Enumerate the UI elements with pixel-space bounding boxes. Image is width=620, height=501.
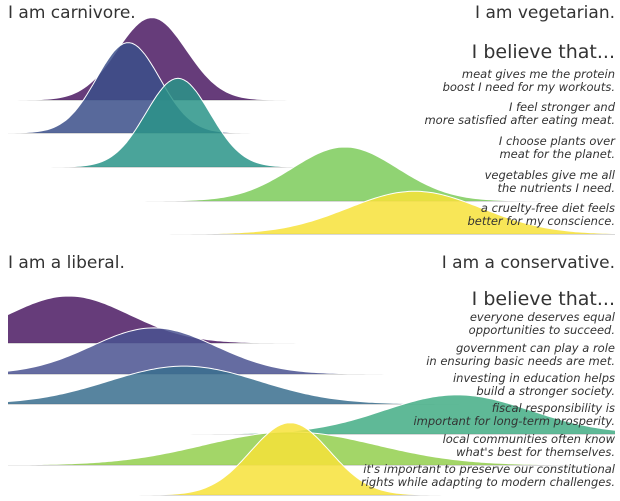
ridge-label: everyone deserves equal	[470, 310, 616, 324]
ridge-label: more satisfied after eating meat.	[424, 113, 615, 127]
ridge	[8, 146, 615, 202]
ridge-label: I choose plants over	[499, 134, 616, 148]
ridge-outline	[8, 42, 615, 134]
ridge-label: build a stronger society.	[476, 384, 615, 398]
ridge-label: government can play a role	[456, 341, 615, 355]
ridge-area	[8, 147, 615, 201]
ridge-label: I feel stronger and	[509, 100, 616, 114]
ridge-label: meat for the planet.	[499, 147, 615, 161]
ridge-area	[8, 394, 615, 434]
ridge-area	[8, 422, 615, 495]
ridge-label: fiscal responsibility is	[492, 401, 615, 415]
ridge-outline	[8, 422, 615, 496]
heading: I believe that...	[472, 41, 615, 63]
ridge	[7, 327, 615, 375]
ridge-area	[8, 78, 615, 167]
ridge-area	[8, 366, 615, 404]
ridge-outline	[8, 190, 615, 235]
ridge-outline	[7, 295, 615, 344]
ridge	[8, 422, 615, 496]
ridge	[7, 365, 615, 405]
ridge-label: local communities often know	[443, 432, 616, 446]
ridge-label: in ensuring basic needs are met.	[426, 354, 615, 368]
ridge-label: boost I need for my workouts.	[443, 80, 615, 94]
ridge-label: important for long-term prosperity.	[413, 414, 615, 428]
ridge-outline	[7, 365, 615, 405]
ridge	[8, 394, 616, 435]
ridge	[8, 190, 615, 235]
right-label: I am a conservative.	[442, 253, 615, 273]
ridge-label: opportunities to succeed.	[469, 323, 615, 337]
ridge-label: it's important to preserve our constitut…	[363, 462, 616, 476]
ridge-area	[8, 327, 615, 374]
ridge-label: better for my conscience.	[467, 214, 615, 228]
left-label: I am a liberal.	[8, 253, 125, 273]
ridge-label: rights while adapting to modern challeng…	[361, 475, 615, 489]
ridge-outline	[8, 146, 615, 202]
ridge-label: vegetables give me all	[485, 168, 616, 182]
ridge-area	[8, 191, 615, 234]
ridge-label: a cruelty-free diet feels	[481, 201, 615, 215]
ridge-label: the nutrients I need.	[498, 181, 616, 195]
heading: I believe that...	[472, 288, 615, 310]
ridge-outline	[8, 394, 616, 435]
ridge-label: what's best for themselves.	[456, 445, 615, 459]
right-label: I am vegetarian.	[475, 3, 615, 23]
left-label: I am carnivore.	[8, 3, 136, 23]
ridge-outline	[7, 327, 615, 375]
ridge-label: meat gives me the protein	[462, 67, 615, 81]
ridge-label: investing in education helps	[453, 371, 615, 385]
